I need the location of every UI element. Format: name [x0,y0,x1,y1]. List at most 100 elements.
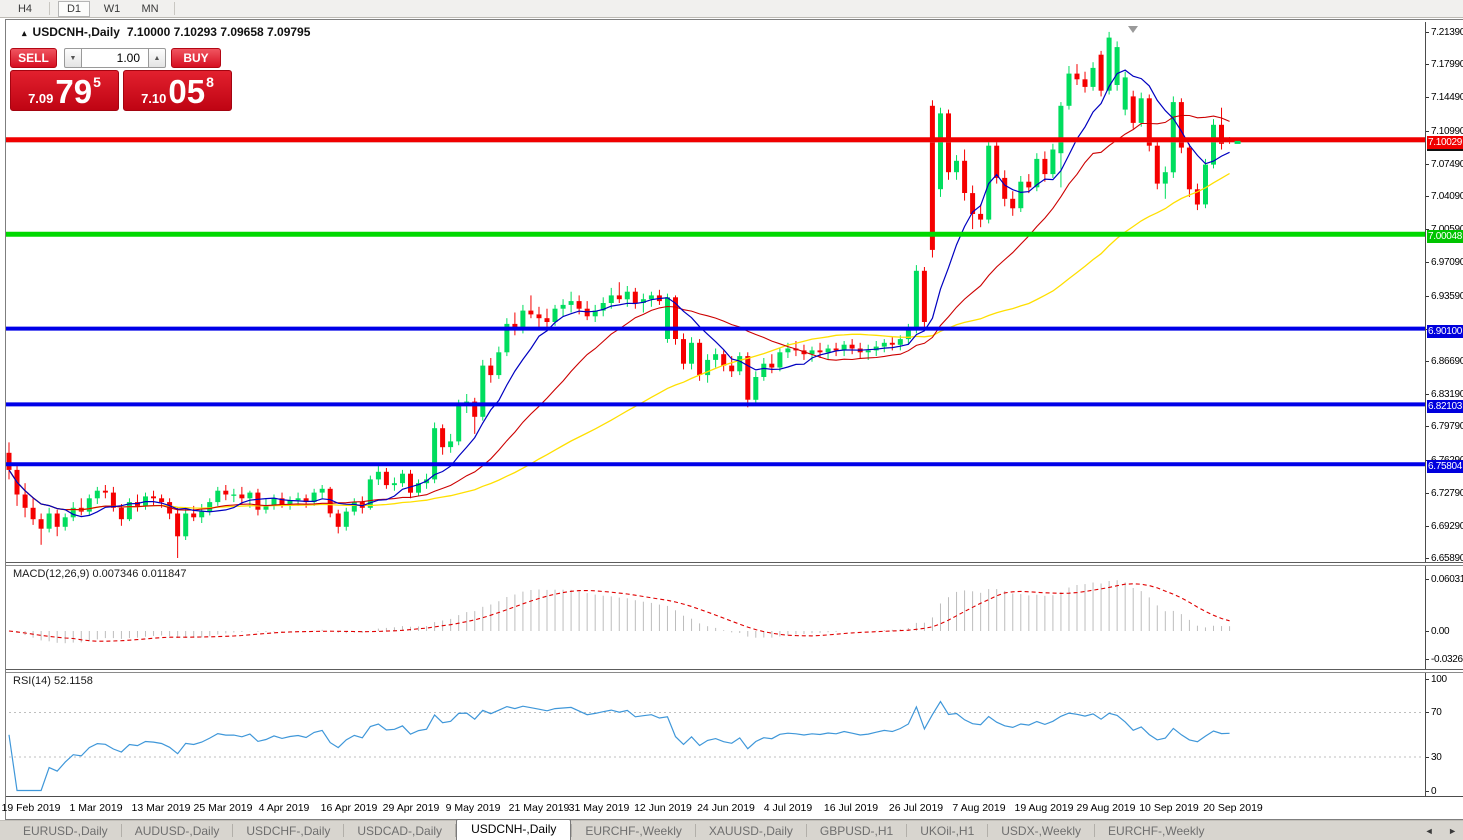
macd-pane [6,565,1425,669]
price-marker-6.82103: 6.82103 [1427,400,1463,414]
axis-tick-macd--0.032648: -0.032648 [1431,654,1463,666]
tab-eurchf-weekly[interactable]: EURCHF-,Weekly [585,823,682,838]
axis-tick-7.21390: 7.21390 [1431,27,1463,38]
date-label: 29 Apr 2019 [382,802,440,814]
date-label: 4 Jul 2019 [763,802,813,814]
axis-tick-7.00590: 7.00590 [1431,223,1463,236]
tab-separator [120,824,122,837]
date-label: 24 Jun 2019 [697,802,755,814]
one-click-trading-panel: SELL ▼ 1.00 ▲ BUY 7.09 79 5 7.10 05 8 [10,48,234,111]
chart-title: ▴ USDCNH-,Daily 7.10000 7.10293 7.09658 7.… [22,25,310,39]
timeframe-group: H4 D1 W1 MN [6,0,180,17]
axis-tick-6.97090: 6.97090 [1431,257,1463,269]
date-label: 7 Aug 2019 [952,802,1006,814]
buy-price-panel[interactable]: 7.10 05 8 [123,70,232,111]
tab-separator [987,824,989,837]
sell-price-prefix: 7.09 [28,91,54,106]
sell-price-sup: 5 [93,74,101,90]
volume-decrease-icon[interactable]: ▼ [64,48,82,68]
tab-gbpusd-h1[interactable]: GBPUSD-,H1 [819,823,894,838]
axis-tick-6.83190: 6.83190 [1431,389,1463,401]
pane-separator[interactable] [6,669,1463,673]
axis-tick-7.17990: 7.17990 [1431,59,1463,71]
tab-eurchf-weekly[interactable]: EURCHF-,Weekly [1108,823,1205,838]
tab-eurusd-daily[interactable]: EURUSD-,Daily [23,823,108,838]
tab-usdcad-daily[interactable]: USDCAD-,Daily [357,823,443,838]
axis-tick-7.14490: 7.14490 [1431,92,1463,104]
toolbar-separator [49,2,50,15]
price-marker-7.10029: 7.10029 [1427,135,1463,149]
date-label: 26 Jul 2019 [888,802,944,814]
timeframe-toolbar: H4 D1 W1 MN [0,0,1463,18]
axis-tick-rsi-30: 30 [1431,752,1442,764]
tab-separator [571,824,573,837]
axis-tick-7.10990: 7.10990 [1431,125,1463,137]
tab-separator [906,824,908,837]
tab-separator [343,824,345,837]
volume-input[interactable]: 1.00 [82,48,148,68]
macd-label: MACD(12,26,9) 0.007346 0.011847 [13,568,187,580]
axis-tick-6.93590: 6.93590 [1431,290,1463,302]
timeframe-d1-button[interactable]: D1 [58,0,90,17]
date-label: 25 Mar 2019 [193,802,253,814]
tab-separator [805,824,807,837]
timeframe-h4-button[interactable]: H4 [17,2,33,15]
date-label: 1 Mar 2019 [69,802,123,814]
date-label: 12 Jun 2019 [634,802,692,814]
axis-tick-rsi-100: 100 [1431,674,1447,685]
tab-separator [1094,824,1096,837]
chart-shift-marker-icon [1128,26,1138,33]
tabs-scroll-right-icon[interactable]: ► [1448,826,1457,836]
axis-tick-7.07490: 7.07490 [1431,158,1463,170]
volume-increase-icon[interactable]: ▲ [148,48,166,68]
tab-separator [694,824,696,837]
axis-tick-6.79790: 6.79790 [1431,421,1463,433]
price-marker-6.75804: 6.75804 [1427,460,1463,474]
axis-tick-6.69290: 6.69290 [1431,520,1463,532]
buy-price-sup: 8 [206,74,214,90]
axis-tick-6.65890: 6.65890 [1431,553,1463,565]
tab-usdx-weekly[interactable]: USDX-,Weekly [1001,823,1082,838]
tab-separator [455,824,457,837]
chart-bottom-border [6,796,1463,797]
price-marker-6.90100: 6.90100 [1427,324,1463,338]
timeframe-w1-button[interactable]: W1 [103,2,121,15]
tab-usdcnh-daily[interactable]: USDCNH-,Daily [456,818,572,840]
axis-tick-6.72790: 6.72790 [1431,487,1463,499]
chart-tab-bar: EURUSD-,Daily AUDUSD-,Daily USDCHF-,Daily U… [0,818,1463,840]
timeframe-mn-button[interactable]: MN [141,2,159,15]
axis-tick-6.86690: 6.86690 [1431,355,1463,367]
buy-price-big: 05 [168,73,206,110]
tab-ukoil-h1[interactable]: UKOil-,H1 [920,823,975,838]
date-label: 31 May 2019 [568,802,630,814]
chart-window: ▴ USDCNH-,Daily 7.10000 7.10293 7.09658 7.… [2,19,1463,820]
date-label: 19 Aug 2019 [1014,802,1074,814]
pane-separator[interactable] [6,562,1463,566]
tab-audusd-daily[interactable]: AUDUSD-,Daily [134,823,220,838]
date-label: 4 Apr 2019 [258,802,310,814]
sell-button[interactable]: SELL [10,48,57,68]
tab-xauusd-daily[interactable]: XAUUSD-,Daily [708,823,793,838]
collapse-triangle-icon[interactable]: ▴ [22,28,27,38]
sell-price-big: 79 [55,73,93,110]
axis-tick-macd-0.060317: 0.060317 [1431,574,1463,586]
chart-ohlc-values: 7.10000 7.10293 7.09658 7.09795 [126,25,311,39]
chart-symbol-period: USDCNH-,Daily [32,25,120,39]
main-price-chart[interactable] [6,22,1425,562]
sell-price-panel[interactable]: 7.09 79 5 [10,70,119,111]
rsi-pane [6,672,1425,796]
toolbar-separator [174,2,175,15]
date-axis: 19 Feb 2019 1 Mar 2019 13 Mar 2019 25 Mar 2… [2,798,1425,818]
price-axis: 7.21390 7.17990 7.14490 7.10990 7.07490 7.040… [1425,22,1463,797]
date-label: 16 Apr 2019 [320,802,378,814]
date-label: 16 Jul 2019 [823,802,879,814]
tabs-scroll-left-icon[interactable]: ◄ [1424,826,1434,836]
axis-tick-6.76290: 6.76290 [1431,454,1463,467]
axis-tick-rsi-0: 0 [1431,785,1437,797]
date-label: 10 Sep 2019 [1139,802,1199,814]
date-label: 20 Sep 2019 [1203,802,1263,814]
date-label: 19 Feb 2019 [1,802,61,814]
tab-usdchf-daily[interactable]: USDCHF-,Daily [246,823,331,838]
date-label: 21 May 2019 [508,802,570,814]
buy-button[interactable]: BUY [171,48,221,68]
